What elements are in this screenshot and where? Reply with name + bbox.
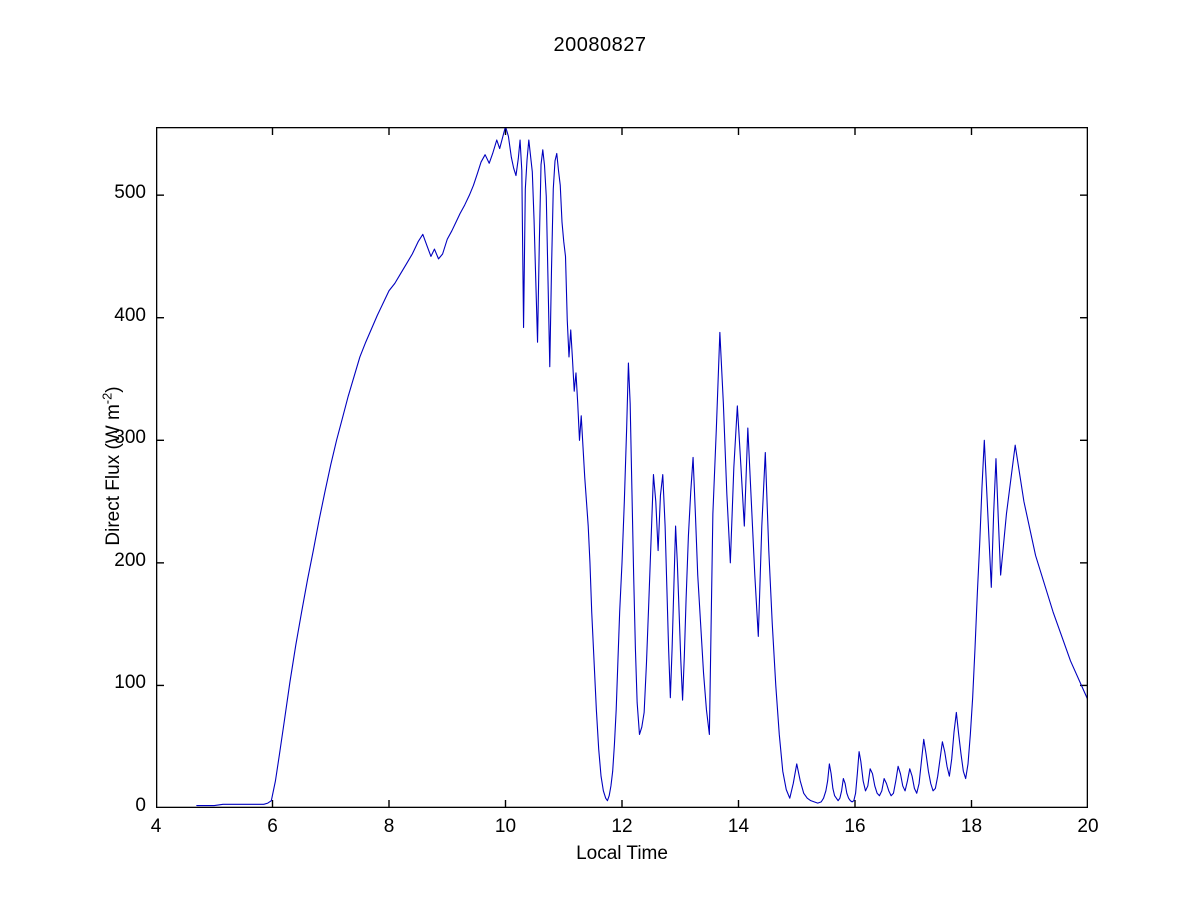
axis-ticks [156,127,1088,808]
y-tick-label: 200 [114,549,146,571]
data-series-line [196,127,1088,807]
plot-box-border [156,127,1088,808]
x-tick-label: 6 [267,816,278,837]
y-axis-label: Direct Flux (W m-2) [99,316,125,616]
chart-title: 20080827 [553,34,647,56]
y-axis-label-exponent: -2 [99,392,115,405]
y-tick-label: 400 [114,304,146,326]
x-tick-label: 8 [383,816,395,837]
y-tick-label: 500 [114,182,146,204]
plot-area [156,127,1088,808]
y-tick-label: 0 [135,795,146,816]
x-tick-label: 12 [611,816,633,837]
y-tick-label: 100 [114,672,146,694]
y-axis-label-tail: ) [103,386,124,393]
x-axis-label: Local Time [576,843,668,864]
x-tick-label: 10 [494,816,517,837]
x-tick-label: 18 [960,816,983,837]
x-tick-label: 14 [727,816,750,837]
y-tick-label: 300 [114,427,146,449]
x-tick-label: 4 [150,816,162,837]
x-tick-label: 16 [844,816,866,837]
x-tick-label: 20 [1077,816,1099,837]
y-axis-label-base: Direct Flux (W m [103,404,124,546]
plot-svg [156,127,1088,808]
